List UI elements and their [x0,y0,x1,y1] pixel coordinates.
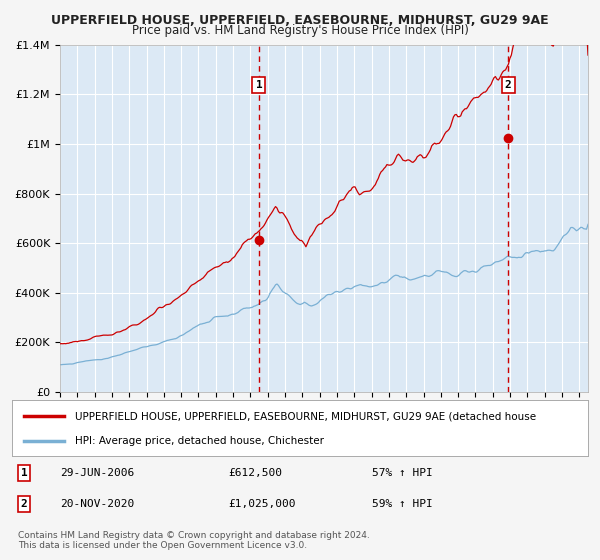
Text: 1: 1 [20,468,28,478]
Text: 59% ↑ HPI: 59% ↑ HPI [372,499,433,509]
Text: 1: 1 [256,80,262,90]
Text: 57% ↑ HPI: 57% ↑ HPI [372,468,433,478]
Text: 29-JUN-2006: 29-JUN-2006 [60,468,134,478]
Text: Price paid vs. HM Land Registry's House Price Index (HPI): Price paid vs. HM Land Registry's House … [131,24,469,36]
Text: 20-NOV-2020: 20-NOV-2020 [60,499,134,509]
Text: 2: 2 [505,80,512,90]
Text: £612,500: £612,500 [228,468,282,478]
Text: UPPERFIELD HOUSE, UPPERFIELD, EASEBOURNE, MIDHURST, GU29 9AE: UPPERFIELD HOUSE, UPPERFIELD, EASEBOURNE… [51,14,549,27]
Text: Contains HM Land Registry data © Crown copyright and database right 2024.
This d: Contains HM Land Registry data © Crown c… [18,531,370,550]
Text: £1,025,000: £1,025,000 [228,499,296,509]
Text: 2: 2 [20,499,28,509]
Text: HPI: Average price, detached house, Chichester: HPI: Average price, detached house, Chic… [76,436,325,446]
Text: UPPERFIELD HOUSE, UPPERFIELD, EASEBOURNE, MIDHURST, GU29 9AE (detached house: UPPERFIELD HOUSE, UPPERFIELD, EASEBOURNE… [76,411,536,421]
